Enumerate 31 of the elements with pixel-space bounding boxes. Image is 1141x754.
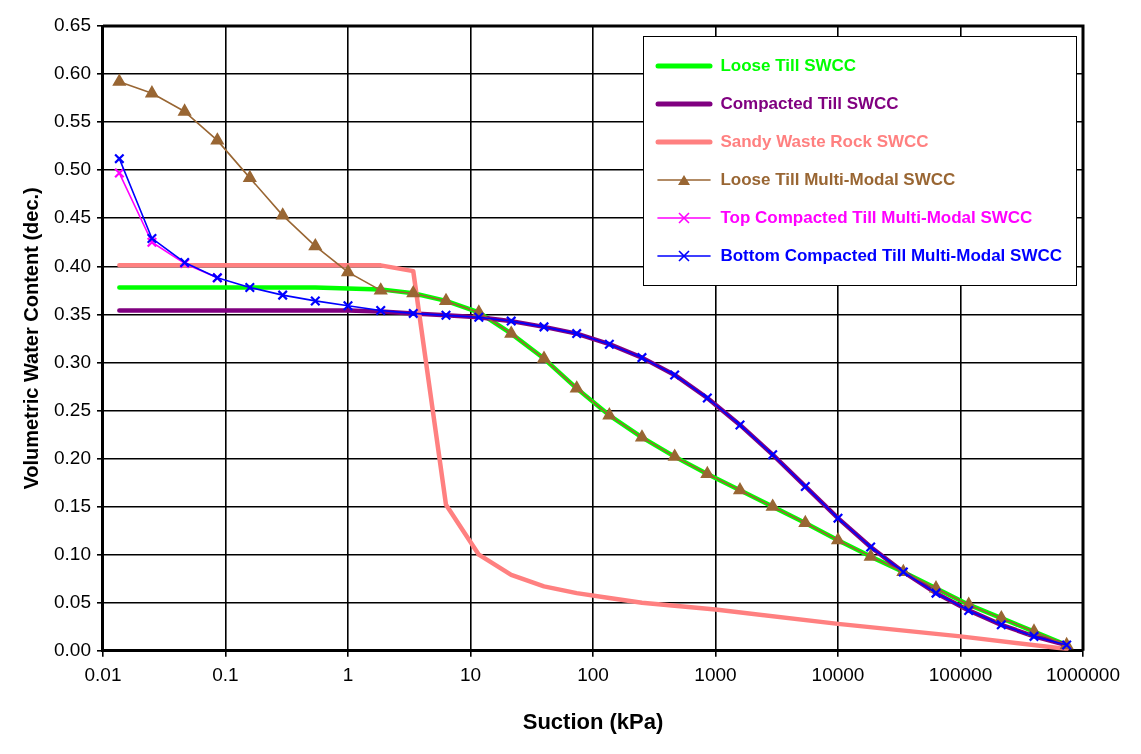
y-tick-label: 0.40	[54, 254, 91, 276]
x-tick-label: 1000000	[1046, 664, 1120, 686]
y-tick-label: 0.30	[54, 350, 91, 372]
x-tick-label: 100000	[928, 664, 993, 686]
y-axis-title: Volumetric Water Content (dec.)	[19, 187, 42, 490]
y-tick-label: 0.50	[54, 158, 91, 180]
legend-label: Compacted Till SWCC	[720, 94, 899, 114]
y-tick-label: 0.10	[54, 542, 91, 564]
x-tick-label: 1000	[694, 664, 737, 686]
y-tick-label: 0.00	[54, 639, 91, 661]
legend-label: Loose Till Multi-Modal SWCC	[720, 170, 956, 190]
y-tick-label: 0.60	[54, 62, 91, 84]
x-tick-label: 0.01	[84, 664, 122, 686]
legend-label: Loose Till SWCC	[720, 56, 857, 76]
y-tick-label: 0.20	[54, 446, 91, 468]
y-tick-label: 0.65	[54, 14, 91, 36]
y-tick-label: 0.05	[54, 590, 91, 612]
legend-label: Bottom Compacted Till Multi-Modal SWCC	[720, 246, 1062, 266]
x-tick-label: 10000	[811, 664, 865, 686]
x-tick-label: 0.1	[212, 664, 239, 686]
y-tick-label: 0.45	[54, 206, 91, 228]
legend-label: Top Compacted Till Multi-Modal SWCC	[720, 208, 1033, 228]
y-tick-label: 0.25	[54, 398, 91, 420]
y-tick-label: 0.35	[54, 302, 91, 324]
y-tick-label: 0.15	[54, 494, 91, 516]
legend-label: Sandy Waste Rock SWCC	[720, 132, 929, 152]
x-tick-label: 10	[459, 664, 482, 686]
y-tick-label: 0.55	[54, 110, 91, 132]
x-axis-title: Suction (kPa)	[522, 708, 664, 734]
x-tick-label: 100	[577, 664, 609, 686]
x-tick-label: 1	[342, 664, 354, 686]
